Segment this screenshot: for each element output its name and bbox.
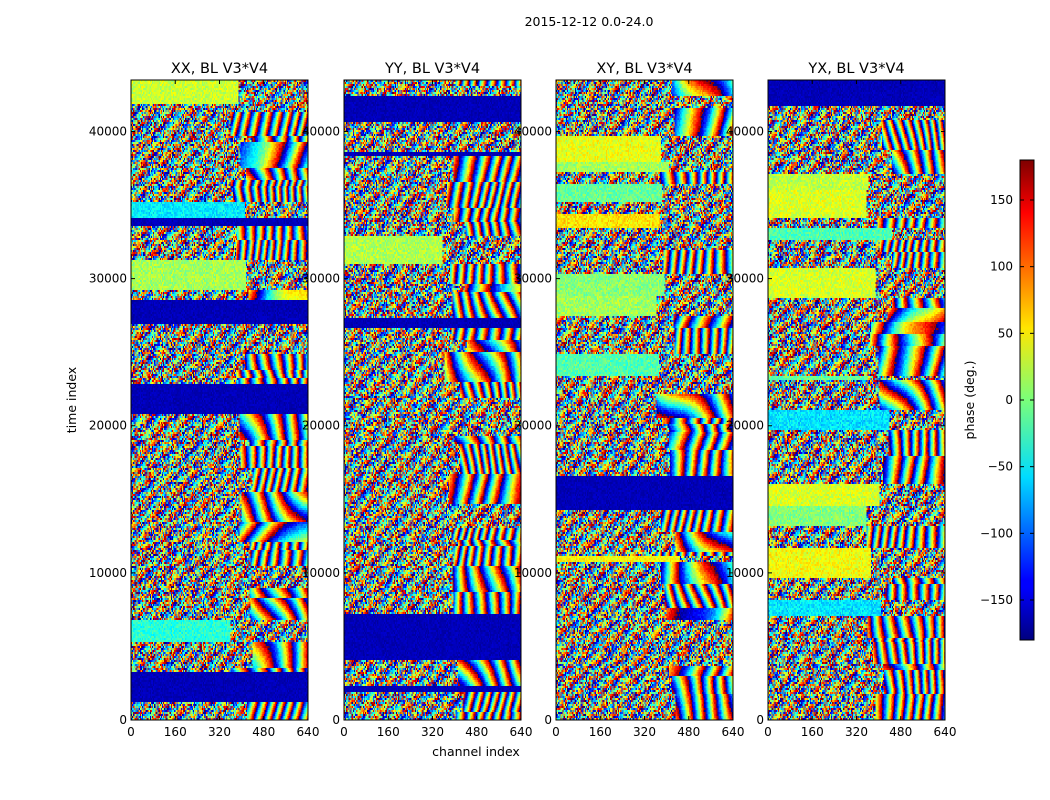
x-tick-label: 320: [421, 725, 444, 739]
y-tick-label: 30000: [302, 272, 340, 286]
x-tick-label: 0: [127, 725, 135, 739]
panel-title: YX, BL V3*V4: [807, 61, 904, 77]
heatmap-image-3: [556, 80, 733, 720]
colorbar-tick-label: −50: [988, 460, 1013, 474]
panel-3: XY, BL V3*V4 0 160 320 480 640 0 10000 20000 3000…: [514, 61, 745, 739]
y-axis-label: time index: [64, 367, 79, 433]
x-tick-label: 0: [552, 725, 560, 739]
y-tick-label: 10000: [89, 566, 127, 580]
colorbar-tick-label: 150: [990, 193, 1013, 207]
x-tick-label: 480: [677, 725, 700, 739]
y-tick-label: 40000: [514, 124, 552, 138]
x-tick-label: 480: [889, 725, 912, 739]
x-tick-label: 160: [164, 725, 187, 739]
colorbar-tick-label: −150: [980, 593, 1013, 607]
y-tick-label: 20000: [514, 419, 552, 433]
y-tick-label: 30000: [514, 272, 552, 286]
x-tick-label: 480: [252, 725, 275, 739]
y-tick-label: 40000: [726, 124, 764, 138]
colorbar-tick-label: 0: [1005, 393, 1013, 407]
y-tick-label: 20000: [726, 419, 764, 433]
x-tick-label: 640: [934, 725, 957, 739]
panel-4: YX, BL V3*V4 0 160 320 480 640 0 10000 20000 3000…: [726, 61, 957, 739]
heatmap-image-2: [344, 80, 521, 720]
x-tick-label: 320: [845, 725, 868, 739]
x-tick-label: 320: [633, 725, 656, 739]
colorbar-tick-label: 100: [990, 260, 1013, 274]
heatmap-image-1: [131, 80, 308, 720]
heatmap-image-4: [768, 80, 945, 720]
y-tick-label: 30000: [89, 272, 127, 286]
y-tick-label: 30000: [726, 272, 764, 286]
y-tick-label: 0: [544, 713, 552, 727]
panel-2: YY, BL V3*V4 0 160 320 480 640 0 10000 20000 3000…: [302, 61, 533, 739]
x-tick-label: 160: [801, 725, 824, 739]
panel-title: XY, BL V3*V4: [596, 61, 692, 77]
panel-title: YY, BL V3*V4: [384, 61, 480, 77]
x-tick-label: 640: [297, 725, 320, 739]
x-tick-label: 640: [510, 725, 533, 739]
colorbar-tick-label: −100: [980, 526, 1013, 540]
x-tick-label: 0: [340, 725, 348, 739]
x-axis-label: channel index: [432, 744, 520, 759]
y-tick-label: 40000: [302, 124, 340, 138]
figure-suptitle: 2015-12-12 0.0-24.0: [525, 14, 654, 29]
y-tick-label: 20000: [302, 419, 340, 433]
y-tick-label: 0: [119, 713, 127, 727]
y-tick-label: 20000: [89, 419, 127, 433]
panel-title: XX, BL V3*V4: [171, 61, 268, 77]
y-tick-label: 10000: [514, 566, 552, 580]
y-tick-label: 0: [756, 713, 764, 727]
x-tick-label: 160: [589, 725, 612, 739]
colorbar-gradient: [1020, 160, 1034, 640]
x-tick-label: 0: [764, 725, 772, 739]
y-tick-label: 10000: [302, 566, 340, 580]
colorbar-label: phase (deg.): [962, 361, 977, 440]
panel-1: XX, BL V3*V4 0 160 320 480 640 0 10000 20000 3000…: [89, 61, 320, 739]
x-tick-label: 640: [722, 725, 745, 739]
x-tick-label: 480: [465, 725, 488, 739]
y-tick-label: 40000: [89, 124, 127, 138]
x-tick-label: 160: [377, 725, 400, 739]
x-tick-label: 320: [208, 725, 231, 739]
y-tick-label: 0: [332, 713, 340, 727]
y-tick-label: 10000: [726, 566, 764, 580]
colorbar: −150 −100 −50 0 50 100 150 phase (deg.): [962, 159, 1035, 641]
colorbar-tick-label: 50: [998, 326, 1013, 340]
